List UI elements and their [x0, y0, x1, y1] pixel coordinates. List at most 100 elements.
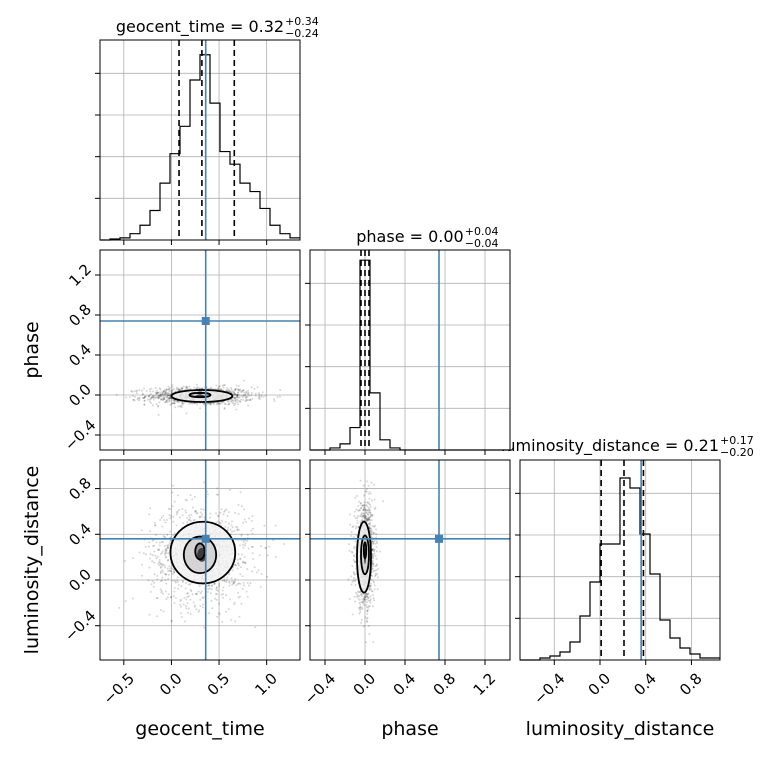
sample-point: [157, 394, 160, 397]
sample-point: [365, 593, 368, 596]
sample-point: [185, 385, 188, 388]
sample-point: [368, 497, 371, 500]
sample-point: [353, 514, 356, 517]
sample-point: [231, 401, 234, 404]
sample-point: [353, 510, 356, 513]
sample-point: [274, 555, 277, 558]
sample-point: [210, 599, 213, 602]
sample-point: [233, 397, 236, 400]
sample-point: [157, 549, 160, 552]
sample-point: [177, 494, 180, 497]
sample-point: [356, 494, 359, 497]
sample-point: [199, 407, 202, 410]
sample-point: [242, 389, 245, 392]
sample-point: [138, 389, 141, 392]
sample-point: [164, 536, 167, 539]
sample-point: [236, 398, 239, 401]
sample-point: [154, 524, 157, 527]
sample-point: [173, 402, 176, 405]
sample-point: [156, 615, 159, 618]
sample-point: [245, 391, 248, 394]
sample-point: [176, 511, 179, 514]
sample-point: [352, 558, 355, 561]
sample-point: [221, 579, 224, 582]
sample-point: [359, 479, 362, 482]
sample-point: [173, 402, 176, 405]
sample-point: [182, 385, 185, 388]
sample-point: [357, 594, 360, 597]
sample-point: [371, 548, 374, 551]
sample-point: [161, 397, 164, 400]
sample-point: [245, 590, 248, 593]
panel-frame: [519, 459, 721, 661]
sample-point: [210, 588, 213, 591]
sample-point: [258, 393, 261, 396]
sample-point: [224, 525, 227, 528]
sample-point: [240, 505, 243, 508]
sample-point: [243, 391, 246, 394]
sample-point: [351, 526, 354, 529]
sample-point: [234, 388, 237, 391]
sample-point: [364, 508, 367, 511]
sample-point: [165, 573, 168, 576]
sample-point: [373, 539, 376, 542]
sample-point: [240, 398, 243, 401]
sample-point: [230, 619, 233, 622]
sample-point: [360, 507, 363, 510]
sample-point: [367, 606, 370, 609]
sample-point: [370, 513, 373, 516]
sample-point: [130, 389, 133, 392]
sample-point: [176, 580, 179, 583]
sample-point: [179, 404, 182, 407]
sample-point: [369, 532, 372, 535]
sample-point: [132, 557, 135, 560]
sample-point: [136, 398, 139, 401]
sample-point: [369, 529, 372, 532]
sample-point: [160, 394, 163, 397]
sample-point: [157, 397, 160, 400]
sample-point: [138, 397, 141, 400]
sample-point: [375, 564, 378, 567]
sample-point: [367, 519, 370, 522]
sample-point: [161, 571, 164, 574]
sample-point: [366, 610, 369, 613]
sample-point: [236, 567, 239, 570]
truth-marker: [201, 534, 210, 543]
sample-point: [152, 396, 155, 399]
sample-point: [246, 595, 249, 598]
x-tick-label: 0.8: [430, 670, 460, 700]
sample-point: [215, 588, 218, 591]
sample-point: [362, 597, 365, 600]
sample-point: [240, 390, 243, 393]
hist-title-phase-sub: −0.04: [465, 237, 499, 250]
sample-point: [368, 522, 371, 525]
sample-point: [355, 508, 358, 511]
sample-point: [156, 555, 159, 558]
sample-point: [240, 391, 243, 394]
sample-point: [357, 525, 360, 528]
sample-point: [206, 493, 209, 496]
x-tick-label: −0.4: [301, 670, 339, 708]
sample-point: [373, 584, 376, 587]
sample-point: [207, 584, 210, 587]
sample-point: [151, 539, 154, 542]
sample-point: [213, 583, 216, 586]
sample-point: [193, 495, 196, 498]
sample-point: [366, 519, 369, 522]
sample-point: [368, 508, 371, 511]
sample-point: [172, 399, 175, 402]
sample-point: [247, 391, 250, 394]
sample-point: [366, 616, 369, 619]
sample-point: [216, 589, 219, 592]
sample-point: [371, 594, 374, 597]
sample-point: [181, 580, 184, 583]
sample-point: [221, 589, 224, 592]
sample-point: [157, 548, 160, 551]
sample-point: [365, 480, 368, 483]
sample-point: [169, 539, 172, 542]
sample-point: [369, 530, 372, 533]
sample-point: [237, 391, 240, 394]
sample-point: [156, 394, 159, 397]
sample-point: [195, 383, 198, 386]
sample-point: [348, 549, 351, 552]
